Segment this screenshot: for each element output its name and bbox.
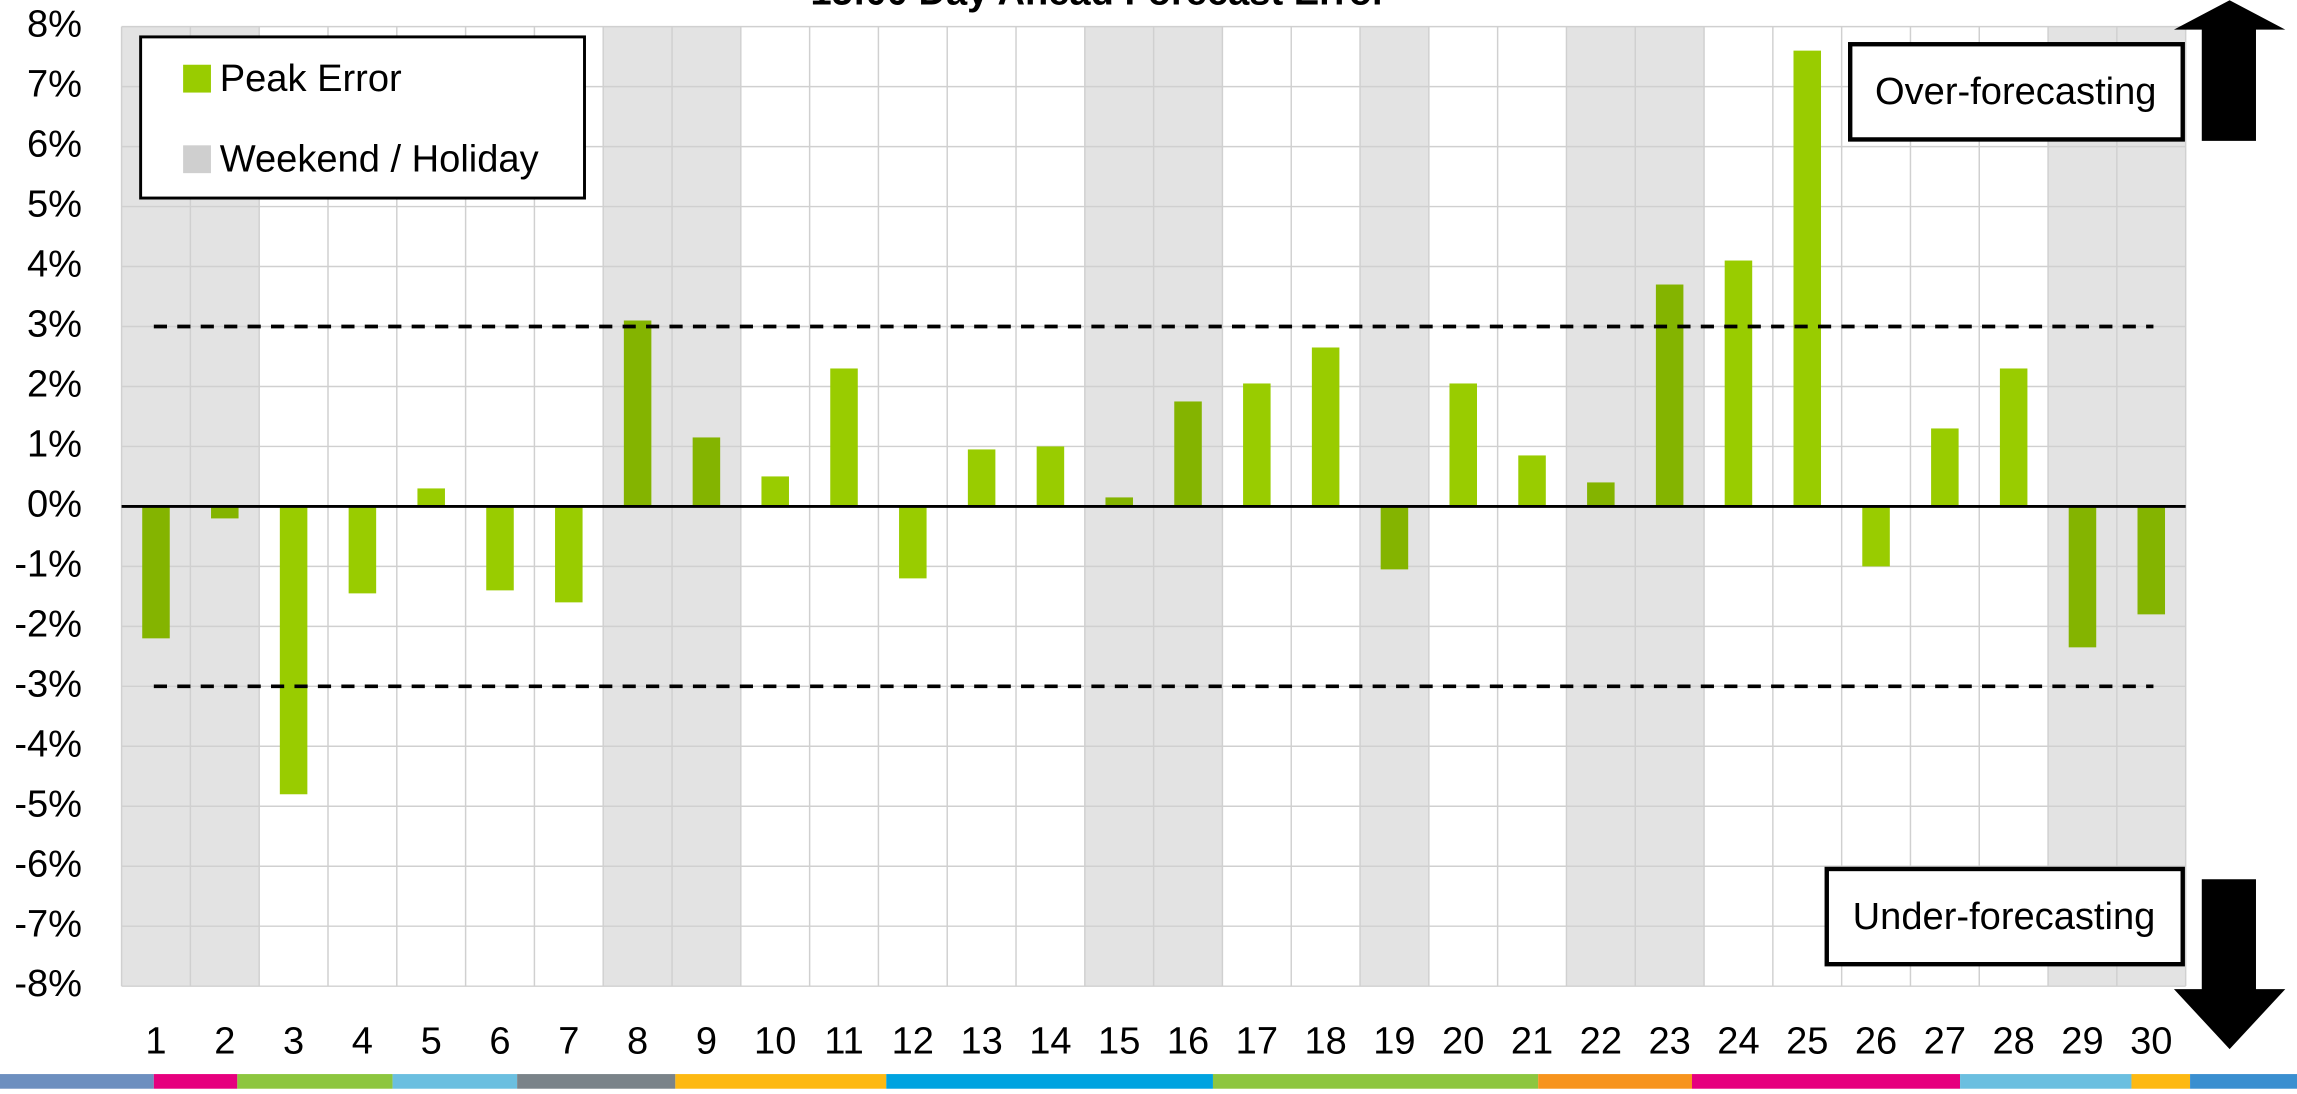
x-tick-label: 9 — [696, 1020, 717, 1062]
x-tick-label: 8 — [627, 1020, 648, 1062]
x-tick-label: 24 — [1717, 1020, 1759, 1062]
bar — [1311, 347, 1340, 507]
y-tick-label: -1% — [14, 543, 82, 585]
bar — [486, 506, 514, 591]
x-tick-label: 10 — [754, 1020, 796, 1062]
x-tick-label: 23 — [1648, 1020, 1690, 1062]
x-tick-label: 25 — [1786, 1020, 1828, 1062]
chart-title: 15:00 Day Ahead Forecast Error — [811, 0, 1388, 13]
y-tick-label: 4% — [27, 244, 82, 286]
x-tick-label: 28 — [1992, 1020, 2034, 1062]
bar — [761, 476, 789, 507]
x-tick-label: 15 — [1098, 1020, 1140, 1062]
bar — [1793, 50, 1822, 507]
annotation: Over-forecasting — [1875, 71, 2156, 113]
y-tick-label: -4% — [14, 723, 82, 765]
y-tick-label: -8% — [14, 963, 82, 1005]
bar — [2137, 506, 2166, 615]
legend-label: Weekend / Holiday — [220, 138, 539, 180]
legend-swatch — [183, 145, 211, 174]
annotation-box — [1848, 42, 2185, 142]
bar — [1518, 455, 1546, 507]
y-tick-label: 2% — [27, 364, 82, 406]
x-tick-label: 27 — [1924, 1020, 1966, 1062]
bottom-stripe — [0, 1074, 2297, 1089]
x-tick-label: 16 — [1167, 1020, 1209, 1062]
x-tick-label: 26 — [1855, 1020, 1897, 1062]
bar — [555, 506, 583, 603]
y-tick-label: -3% — [14, 663, 82, 705]
bar — [211, 506, 239, 519]
bar — [348, 506, 377, 594]
bar — [2068, 506, 2097, 648]
bar — [279, 506, 308, 795]
x-tick-label: 6 — [489, 1020, 510, 1062]
x-tick-label: 3 — [283, 1020, 304, 1062]
y-tick-label: -7% — [14, 903, 82, 945]
y-tick-label: 3% — [27, 304, 82, 346]
bar — [1999, 368, 2028, 507]
legend-label: Peak Error — [220, 58, 402, 100]
x-tick-label: 17 — [1236, 1020, 1278, 1062]
bar — [1036, 446, 1065, 507]
x-tick-label: 14 — [1029, 1020, 1071, 1062]
bar — [142, 506, 170, 639]
y-tick-label: 5% — [27, 184, 82, 226]
x-tick-label: 21 — [1511, 1020, 1553, 1062]
x-tick-label: 30 — [2130, 1020, 2172, 1062]
bar — [1724, 260, 1753, 507]
bar — [692, 437, 721, 507]
y-tick-label: -5% — [14, 783, 82, 825]
x-tick-label: 12 — [892, 1020, 934, 1062]
bar — [1380, 506, 1409, 570]
bar — [1587, 482, 1615, 507]
bar — [1449, 383, 1477, 507]
bar — [1655, 284, 1684, 507]
x-tick-label: 13 — [960, 1020, 1002, 1062]
legend-swatch — [183, 64, 211, 93]
x-tick-label: 1 — [145, 1020, 166, 1062]
x-tick-label: 20 — [1442, 1020, 1484, 1062]
x-tick-label: 5 — [421, 1020, 442, 1062]
down-arrow — [2173, 879, 2286, 1050]
annotation-box — [1824, 866, 2185, 967]
x-tick-label: 4 — [352, 1020, 373, 1062]
annotation: Under-forecasting — [1853, 896, 2156, 938]
legend-box — [139, 35, 586, 200]
x-tick-label: 19 — [1373, 1020, 1415, 1062]
y-tick-label: 7% — [27, 64, 82, 106]
x-tick-label: 11 — [824, 1020, 864, 1062]
y-tick-label: 6% — [27, 124, 82, 166]
bar — [830, 368, 858, 507]
y-tick-label: -2% — [14, 603, 82, 645]
bar — [1931, 428, 1959, 507]
x-tick-label: 29 — [2061, 1020, 2103, 1062]
x-tick-label: 2 — [214, 1020, 235, 1062]
bar — [1174, 401, 1202, 507]
up-arrow — [2173, 0, 2286, 141]
bar — [1862, 506, 1890, 567]
bar — [1243, 383, 1271, 507]
y-tick-label: 0% — [27, 483, 82, 525]
bar — [967, 449, 996, 507]
y-tick-label: -6% — [14, 843, 82, 885]
bar — [1105, 497, 1133, 507]
x-tick-label: 18 — [1304, 1020, 1346, 1062]
y-tick-label: 8% — [27, 4, 82, 46]
bar — [899, 506, 927, 579]
x-tick-label: 22 — [1580, 1020, 1622, 1062]
x-tick-label: 7 — [558, 1020, 579, 1062]
bar — [623, 320, 652, 507]
bar — [417, 488, 445, 507]
y-tick-label: 1% — [27, 424, 82, 466]
